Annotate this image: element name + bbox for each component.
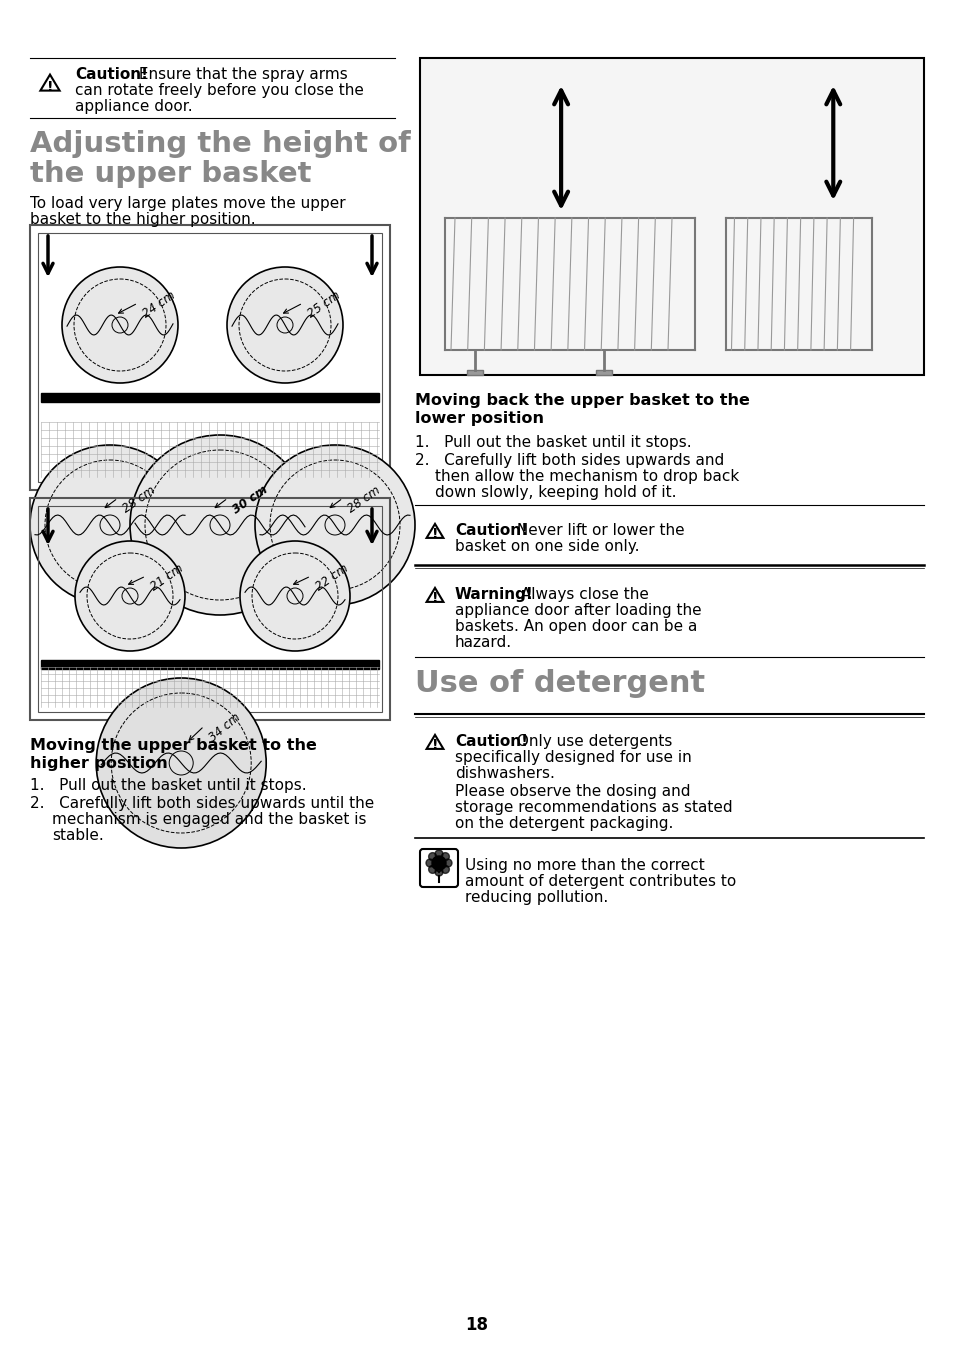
Text: Using no more than the correct: Using no more than the correct: [464, 859, 704, 873]
Bar: [41, 393, 378, 402]
Text: appliance door.: appliance door.: [75, 99, 193, 114]
Circle shape: [62, 266, 178, 383]
Text: the upper basket: the upper basket: [30, 160, 312, 188]
Text: baskets. An open door can be a: baskets. An open door can be a: [455, 619, 697, 634]
Text: then allow the mechanism to drop back: then allow the mechanism to drop back: [435, 469, 739, 484]
Text: Moving the upper basket to the: Moving the upper basket to the: [30, 738, 316, 753]
Circle shape: [227, 266, 343, 383]
Circle shape: [428, 853, 436, 861]
Bar: [41, 660, 378, 669]
Text: mechanism is engaged and the basket is: mechanism is engaged and the basket is: [52, 813, 366, 827]
Text: amount of detergent contributes to: amount of detergent contributes to: [464, 873, 736, 890]
Text: reducing pollution.: reducing pollution.: [464, 890, 608, 904]
Text: Use of detergent: Use of detergent: [415, 669, 704, 698]
Text: 34 cm: 34 cm: [206, 711, 242, 745]
Text: Please observe the dosing and: Please observe the dosing and: [455, 784, 690, 799]
Circle shape: [432, 856, 446, 869]
Circle shape: [75, 541, 185, 652]
Text: Caution!: Caution!: [75, 68, 148, 82]
Text: hazard.: hazard.: [455, 635, 512, 650]
Bar: [38, 233, 381, 483]
Circle shape: [443, 859, 452, 867]
Circle shape: [96, 677, 266, 848]
Circle shape: [30, 445, 190, 604]
Bar: [38, 506, 381, 713]
Bar: [30, 498, 390, 721]
Text: To load very large plates move the upper: To load very large plates move the upper: [30, 196, 345, 211]
Text: basket on one side only.: basket on one side only.: [455, 539, 639, 554]
Circle shape: [240, 541, 350, 652]
Circle shape: [428, 865, 436, 873]
Text: 18: 18: [465, 1315, 488, 1334]
Circle shape: [435, 850, 442, 859]
Bar: [30, 224, 390, 489]
Circle shape: [254, 445, 415, 604]
Text: 24 cm: 24 cm: [140, 289, 177, 320]
Text: Only use detergents: Only use detergents: [512, 734, 672, 749]
Text: 28 cm: 28 cm: [345, 484, 382, 516]
Circle shape: [130, 435, 310, 615]
Text: Adjusting the height of: Adjusting the height of: [30, 130, 411, 158]
Text: !: !: [432, 591, 437, 606]
Bar: [596, 370, 611, 375]
Text: 2.   Carefully lift both sides upwards until the: 2. Carefully lift both sides upwards unt…: [30, 796, 374, 811]
Text: appliance door after loading the: appliance door after loading the: [455, 603, 700, 618]
Text: higher position: higher position: [30, 756, 168, 771]
Text: basket to the higher position.: basket to the higher position.: [30, 212, 255, 227]
Text: Always close the: Always close the: [516, 587, 648, 602]
Text: !: !: [432, 738, 437, 753]
Text: !: !: [47, 80, 53, 93]
Text: stable.: stable.: [52, 827, 104, 844]
Text: 1.   Pull out the basket until it stops.: 1. Pull out the basket until it stops.: [30, 777, 306, 794]
Text: on the detergent packaging.: on the detergent packaging.: [455, 817, 673, 831]
Text: 1.   Pull out the basket until it stops.: 1. Pull out the basket until it stops.: [415, 435, 691, 450]
Text: can rotate freely before you close the: can rotate freely before you close the: [75, 82, 363, 97]
Text: 2.   Carefully lift both sides upwards and: 2. Carefully lift both sides upwards and: [415, 453, 723, 468]
Text: 30 cm: 30 cm: [230, 483, 270, 516]
Bar: [467, 370, 482, 375]
Text: Ensure that the spray arms: Ensure that the spray arms: [133, 68, 348, 82]
Text: Moving back the upper basket to the: Moving back the upper basket to the: [415, 393, 749, 408]
Text: 22 cm: 22 cm: [313, 562, 350, 594]
Text: 28 cm: 28 cm: [120, 484, 157, 516]
Circle shape: [426, 859, 434, 867]
Text: storage recommendations as stated: storage recommendations as stated: [455, 800, 732, 815]
Text: Warning!: Warning!: [455, 587, 533, 602]
Text: down slowly, keeping hold of it.: down slowly, keeping hold of it.: [435, 485, 676, 500]
Text: Caution!: Caution!: [455, 523, 527, 538]
Text: Caution!: Caution!: [455, 734, 527, 749]
Circle shape: [435, 868, 442, 876]
Bar: [419, 58, 923, 375]
Text: 21 cm: 21 cm: [148, 562, 186, 594]
Circle shape: [441, 865, 449, 873]
Text: specifically designed for use in: specifically designed for use in: [455, 750, 691, 765]
Text: Never lift or lower the: Never lift or lower the: [512, 523, 684, 538]
Text: 25 cm: 25 cm: [305, 289, 342, 320]
Circle shape: [441, 853, 449, 861]
Text: dishwashers.: dishwashers.: [455, 767, 555, 781]
Text: lower position: lower position: [415, 411, 543, 426]
Text: !: !: [432, 527, 437, 541]
